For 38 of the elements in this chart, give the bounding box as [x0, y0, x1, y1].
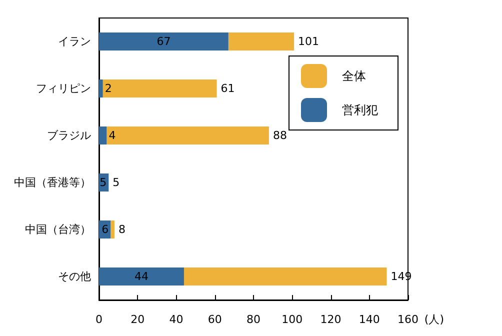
x-tick-label: 80: [246, 313, 260, 326]
data-label: 2: [104, 82, 112, 95]
data-label: 5: [100, 176, 107, 189]
y-tick-label: 中国（台湾）: [25, 223, 91, 236]
bar: [106, 126, 269, 144]
x-tick-label: 0: [96, 313, 102, 326]
bar: [99, 80, 103, 98]
bar: [102, 80, 217, 98]
legend-label: 全体: [342, 69, 366, 83]
y-tick-label: 中国（香港等）: [14, 176, 91, 189]
legend-label: 営利犯: [342, 103, 378, 117]
bar: [228, 32, 294, 50]
y-tick-label: その他: [58, 270, 91, 283]
bar: [99, 32, 228, 50]
bar: [110, 220, 114, 238]
y-tick-label: フィリピン: [36, 82, 91, 95]
total-label: 5: [112, 176, 120, 189]
y-tick-label: ブラジル: [47, 129, 91, 142]
bar: [184, 268, 387, 286]
x-tick-label: 140: [358, 313, 380, 326]
y-tick-label: イラン: [58, 35, 91, 48]
bar: [99, 268, 184, 286]
total-label: 61: [220, 82, 235, 95]
x-tick-label: 40: [169, 313, 184, 326]
data-label: 4: [108, 129, 116, 142]
x-tick-label: 120: [320, 313, 342, 326]
bar: [99, 126, 107, 144]
total-label: 101: [298, 35, 320, 48]
total-label: 8: [118, 223, 126, 236]
data-label: 6: [102, 223, 109, 236]
data-label: 67: [156, 35, 171, 48]
x-tick-label: 160: [398, 313, 418, 326]
x-tick-label: 60: [208, 313, 222, 326]
total-label: 88: [272, 129, 287, 142]
data-label: 44: [134, 270, 148, 283]
x-tick-label: 100: [282, 313, 303, 326]
x-tick-label: 20: [130, 313, 145, 326]
x-axis-title: (人): [424, 313, 444, 326]
